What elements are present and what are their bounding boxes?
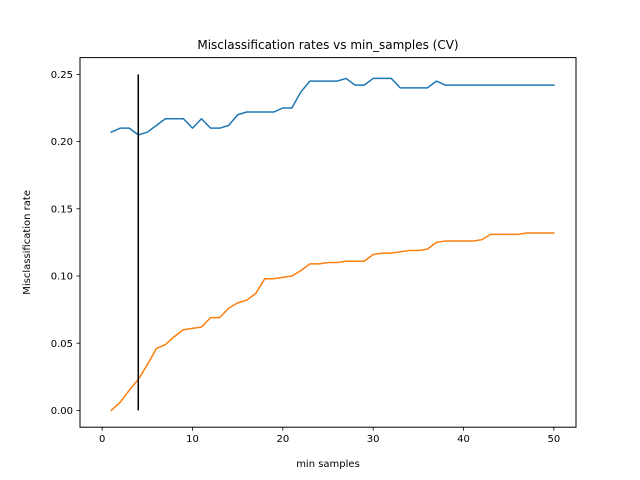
x-axis-title: min samples [296, 459, 360, 470]
series-line-2 [110, 232, 555, 412]
x-tick-label: 40 [457, 434, 470, 445]
x-axis: 0 10 20 30 40 50 [99, 427, 560, 445]
x-tick-label: 0 [99, 434, 105, 445]
series-line-1 [110, 77, 555, 136]
y-tick-label: 0.05 [51, 339, 73, 350]
plot-area [110, 74, 555, 412]
chart-title: Misclassification rates vs min_samples (… [197, 38, 458, 52]
y-axis-title: Misclassification rate [22, 190, 33, 295]
x-tick-label: 20 [276, 434, 289, 445]
x-tick-label: 10 [186, 434, 199, 445]
y-tick-label: 0.20 [51, 137, 73, 148]
x-tick-label: 30 [367, 434, 380, 445]
y-tick-label: 0.10 [51, 272, 73, 283]
y-axis: 0.00 0.05 0.10 0.15 0.20 0.25 [51, 70, 80, 417]
axes-frame [79, 57, 577, 428]
y-tick-label: 0.25 [51, 70, 73, 81]
y-tick-label: 0.00 [51, 406, 73, 417]
x-tick-label: 50 [547, 434, 560, 445]
y-tick-label: 0.15 [51, 204, 73, 215]
